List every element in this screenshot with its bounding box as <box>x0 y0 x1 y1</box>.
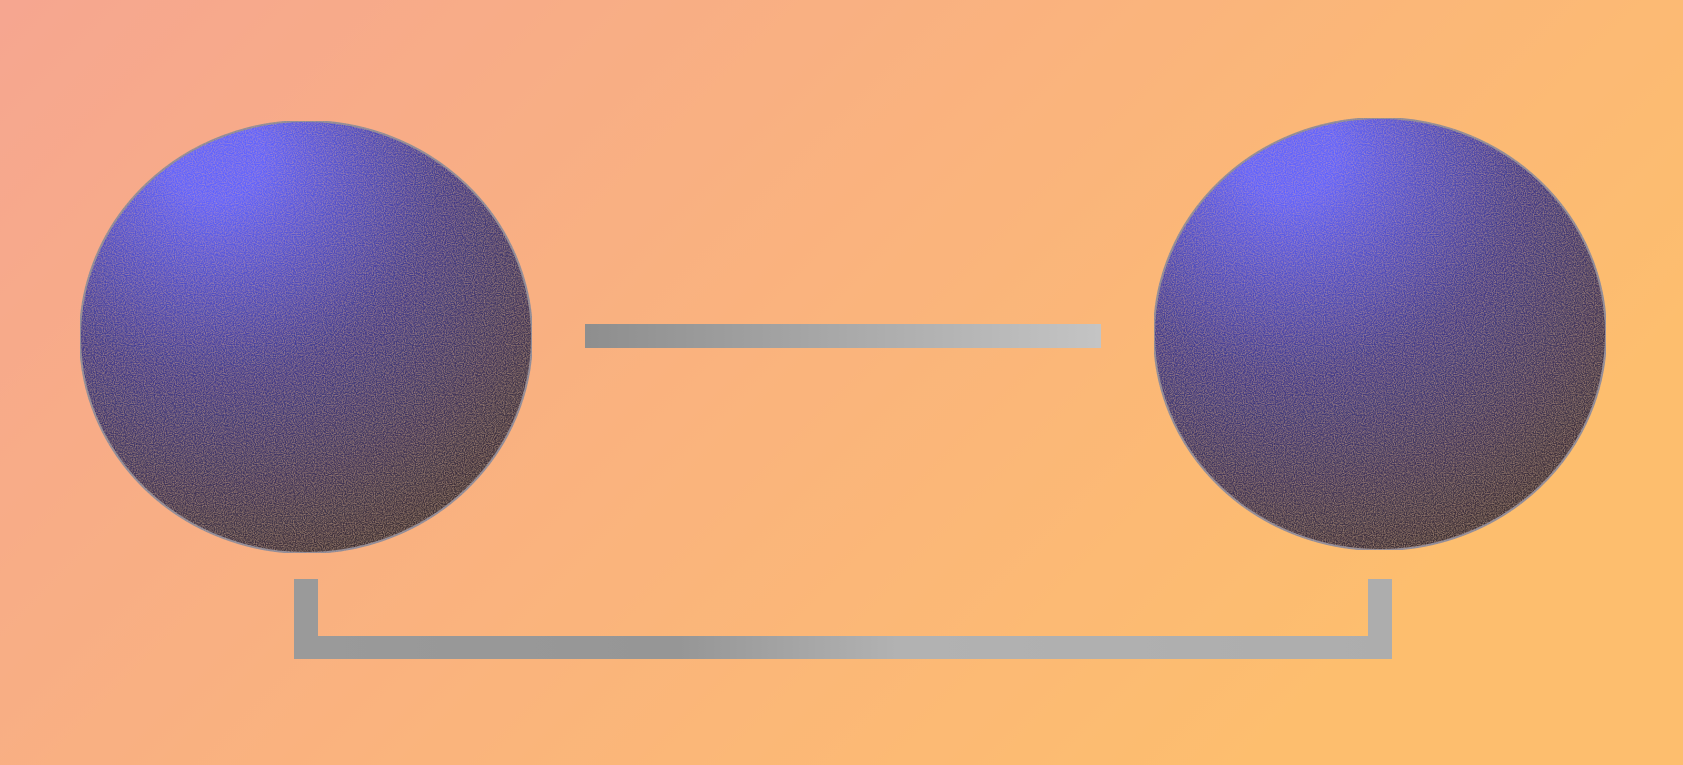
bottom-connector-right-riser <box>1368 579 1392 659</box>
right-node <box>1153 117 1607 551</box>
top-connector <box>585 324 1101 348</box>
bottom-connector-span <box>294 636 1392 659</box>
bottom-connector <box>294 579 1392 659</box>
left-node <box>79 120 533 554</box>
